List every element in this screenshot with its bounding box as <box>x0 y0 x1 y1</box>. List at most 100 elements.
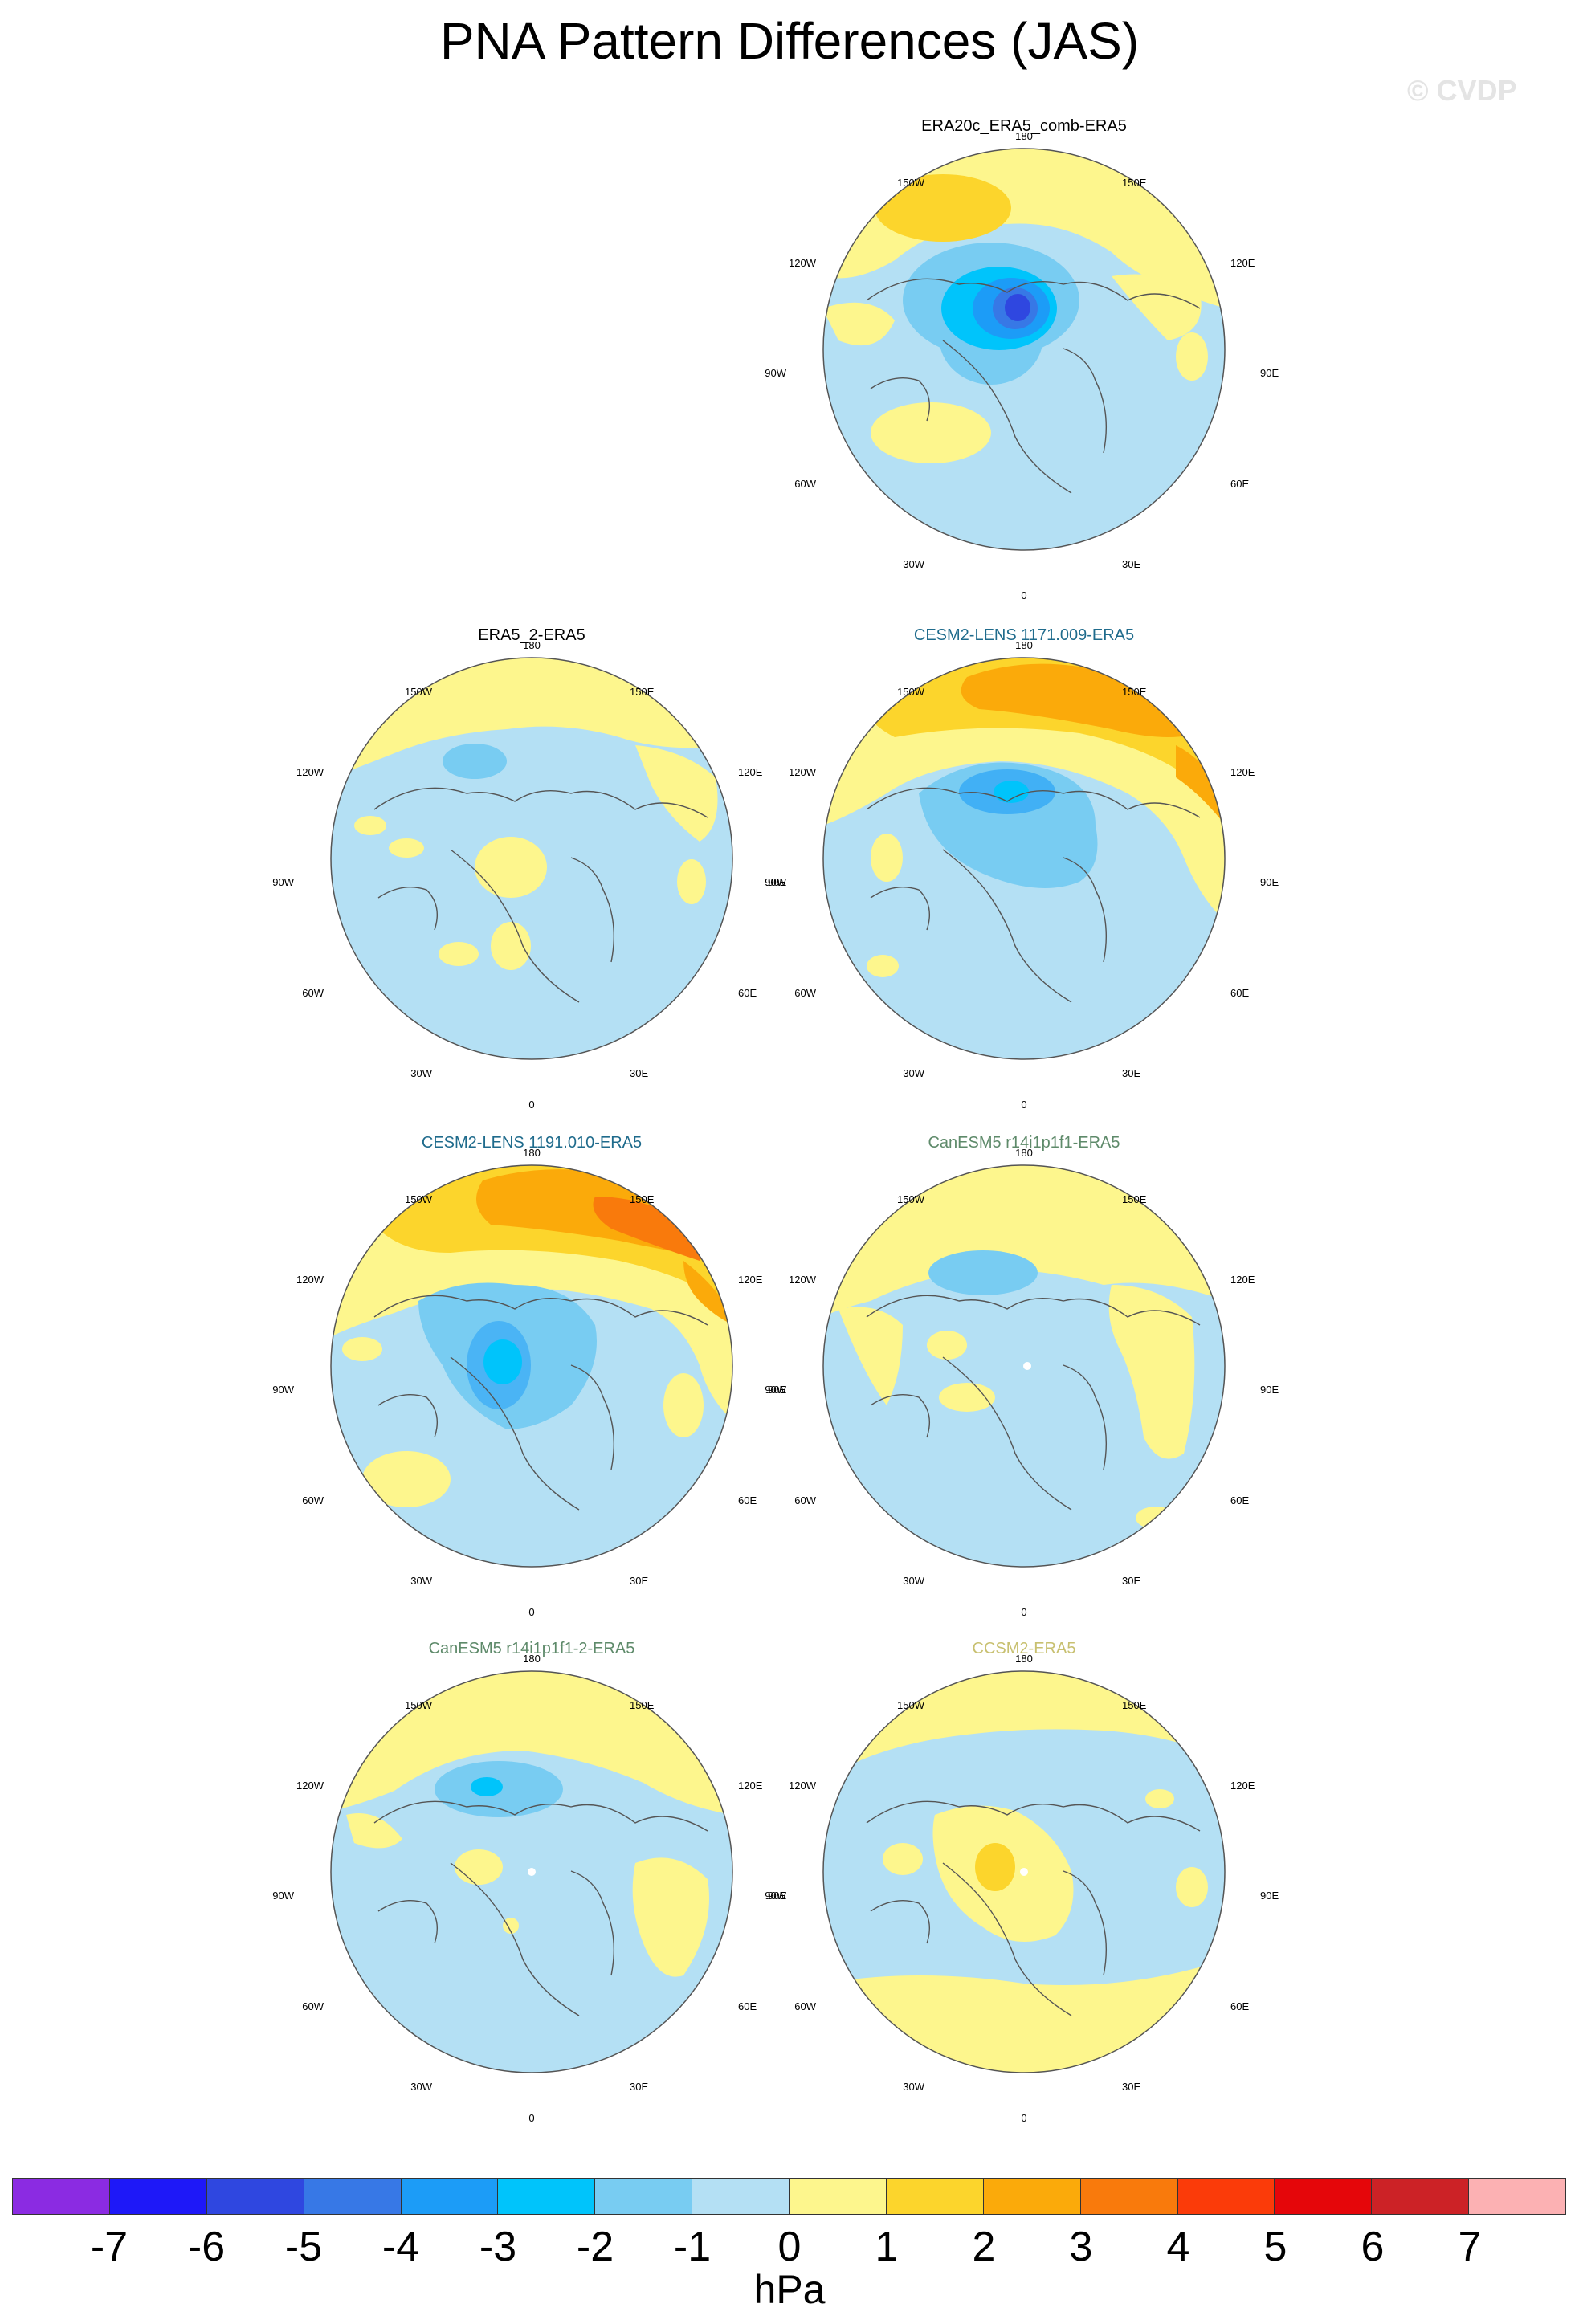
lon-label-150w: 150W <box>405 1193 432 1205</box>
lon-label-120w: 120W <box>789 1274 816 1286</box>
lon-label-60e: 60E <box>1230 987 1250 999</box>
lon-label-30e: 30E <box>1122 558 1141 570</box>
lon-label-150e: 150E <box>1122 1193 1147 1205</box>
lon-label-30w: 30W <box>903 558 924 570</box>
colorbar-tick: -3 <box>479 2224 517 2270</box>
colorbar-tick: 0 <box>777 2224 802 2270</box>
lon-label-30e: 30E <box>630 1575 649 1587</box>
colorbar-box <box>401 2179 499 2214</box>
lon-label-90w: 90W <box>765 876 786 888</box>
lon-label-180: 180 <box>523 1147 541 1159</box>
lon-label-60e: 60E <box>1230 2000 1250 2012</box>
lon-label-150e: 150E <box>630 686 655 698</box>
lon-label-180: 180 <box>1015 1653 1033 1665</box>
lon-label-150e: 150E <box>630 1193 655 1205</box>
lon-label-90w: 90W <box>765 1384 786 1396</box>
lon-label-0: 0 <box>1021 1606 1027 1618</box>
polar-map <box>822 1670 1226 2073</box>
lon-label-60w: 60W <box>302 1494 324 1507</box>
colorbar-box <box>13 2179 110 2214</box>
lon-label-90w: 90W <box>765 1890 786 1902</box>
lon-label-60e: 60E <box>738 1494 757 1507</box>
polar-map <box>822 148 1226 551</box>
lon-label-180: 180 <box>1015 1147 1033 1159</box>
lon-label-120w: 120W <box>789 257 816 269</box>
lon-label-30w: 30W <box>903 1067 924 1079</box>
panel-title: CCSM2-ERA5 <box>972 1640 1076 1657</box>
colorbar-tick: -4 <box>381 2224 420 2270</box>
colorbar-tick: 4 <box>1166 2224 1190 2270</box>
lon-label-120w: 120W <box>296 766 324 778</box>
polar-map <box>330 1164 733 1568</box>
colorbar-tick: 1 <box>875 2224 899 2270</box>
lon-label-150w: 150W <box>405 686 432 698</box>
lon-label-60w: 60W <box>794 2000 816 2012</box>
panel-title: ERA20c_ERA5_comb-ERA5 <box>921 117 1127 135</box>
lon-label-90e: 90E <box>768 876 787 888</box>
lon-label-180: 180 <box>1015 130 1033 142</box>
lon-label-0: 0 <box>1021 2112 1027 2124</box>
lon-label-90e: 90E <box>1260 876 1279 888</box>
colorbar-tick: -7 <box>90 2224 129 2270</box>
lon-label-180: 180 <box>523 639 541 651</box>
lon-label-0: 0 <box>528 1099 535 1111</box>
lon-label-60w: 60W <box>302 2000 324 2012</box>
lon-label-120w: 120W <box>789 766 816 778</box>
lon-label-120e: 120E <box>1230 1780 1255 1792</box>
lon-label-0: 0 <box>1021 589 1027 601</box>
colorbar-box <box>304 2179 402 2214</box>
colorbar-tick: 2 <box>972 2224 996 2270</box>
polar-map <box>822 1164 1226 1568</box>
colorbar-box <box>109 2179 207 2214</box>
lon-label-150e: 150E <box>1122 177 1147 189</box>
lon-label-0: 0 <box>528 1606 535 1618</box>
lon-label-0: 0 <box>1021 1099 1027 1111</box>
lon-label-90w: 90W <box>765 367 786 379</box>
lon-label-150e: 150E <box>1122 686 1147 698</box>
colorbar-box <box>1372 2179 1470 2214</box>
lon-label-90w: 90W <box>272 876 294 888</box>
lon-label-30w: 30W <box>410 1575 432 1587</box>
colorbar-box <box>1177 2179 1275 2214</box>
colorbar-box <box>692 2179 790 2214</box>
lon-label-60w: 60W <box>794 1494 816 1507</box>
colorbar-box <box>498 2179 596 2214</box>
polar-map <box>330 1670 733 2073</box>
lon-label-120w: 120W <box>296 1274 324 1286</box>
colorbar-tick: -2 <box>576 2224 614 2270</box>
lon-label-0: 0 <box>528 2112 535 2124</box>
lon-label-180: 180 <box>523 1653 541 1665</box>
lon-label-30w: 30W <box>410 1067 432 1079</box>
lon-label-150w: 150W <box>897 686 924 698</box>
map-panel-canesm5-2: CanESM5 r14i1p1f1-2-ERA5 180 150E 120E 9… <box>272 1640 786 2138</box>
lon-label-180: 180 <box>1015 639 1033 651</box>
lon-label-60w: 60W <box>794 478 816 490</box>
panel-title: CanESM5 r14i1p1f1-ERA5 <box>928 1134 1120 1152</box>
lon-label-60e: 60E <box>1230 1494 1250 1507</box>
lon-label-90e: 90E <box>1260 1890 1279 1902</box>
lon-label-30e: 30E <box>630 2081 649 2093</box>
lon-label-60w: 60W <box>302 987 324 999</box>
colorbar-box <box>1080 2179 1178 2214</box>
map-panel-cesm2-1171: CESM2-LENS 1171.009-ERA5 180 150E 120E 9… <box>765 626 1279 1124</box>
polar-map <box>822 657 1226 1060</box>
lon-label-60e: 60E <box>1230 478 1250 490</box>
colorbar-tick: 3 <box>1069 2224 1093 2270</box>
lon-label-120e: 120E <box>738 766 763 778</box>
lon-label-120e: 120E <box>738 1274 763 1286</box>
lon-label-150e: 150E <box>630 1699 655 1711</box>
lon-label-90w: 90W <box>272 1384 294 1396</box>
lon-label-30e: 30E <box>630 1067 649 1079</box>
lon-label-120w: 120W <box>296 1780 324 1792</box>
colorbar-units: hPa <box>753 2267 826 2312</box>
colorbar-tick: 6 <box>1361 2224 1385 2270</box>
map-panel-cesm2-1191: CESM2-LENS 1191.010-ERA5 180 150E 120E 9… <box>272 1134 786 1632</box>
panel-title: ERA5_2-ERA5 <box>478 626 585 644</box>
map-panel-era20c: ERA20c_ERA5_comb-ERA5 180 150E 120E 9 <box>765 117 1279 615</box>
lon-label-30w: 30W <box>410 2081 432 2093</box>
lon-label-150e: 150E <box>1122 1699 1147 1711</box>
colorbar <box>12 2178 1566 2215</box>
lon-label-120w: 120W <box>789 1780 816 1792</box>
colorbar-tick: 5 <box>1263 2224 1287 2270</box>
lon-label-30w: 30W <box>903 1575 924 1587</box>
